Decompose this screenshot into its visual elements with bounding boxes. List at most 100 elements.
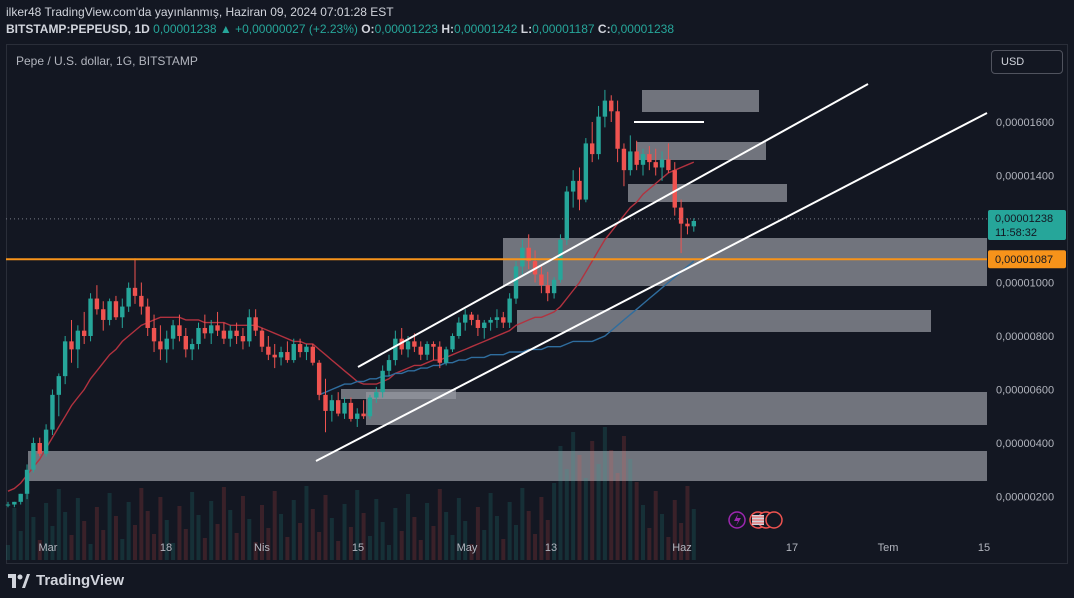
candle-body [355, 413, 360, 419]
candle [158, 325, 163, 361]
candle-body [297, 344, 303, 353]
candle-body [107, 301, 112, 320]
candle [653, 148, 658, 176]
chart-header: ilker48 TradingView.com'da yayınlanmış, … [0, 0, 1074, 44]
series-legend[interactable]: Pepe / U.S. dollar, 1G, BITSTAMP [16, 54, 198, 68]
candle [37, 437, 42, 457]
candle-body [501, 317, 506, 323]
candle-body [482, 322, 487, 328]
volume-bar [215, 524, 220, 560]
candle-body [291, 344, 296, 361]
candle-body [336, 400, 341, 414]
candle-body [12, 501, 17, 505]
candle-body [189, 344, 195, 350]
lightning-icon-glyph [734, 514, 741, 526]
candle-body [659, 159, 665, 168]
candle [424, 341, 430, 361]
volume-bar [609, 450, 614, 560]
candle-body [94, 298, 100, 310]
volume-bar [380, 522, 385, 560]
volume-bar [374, 499, 379, 560]
candle-body [672, 170, 677, 208]
candle [418, 341, 423, 361]
currency-button[interactable]: USD [991, 50, 1063, 74]
candle [209, 319, 214, 345]
open-value: 0,00001223 [374, 22, 438, 36]
x-axis-tick-label: 15 [978, 542, 990, 554]
candle [164, 330, 169, 363]
volume-bar [145, 511, 150, 560]
candle-body [24, 469, 30, 494]
price-zone [642, 90, 759, 112]
volume-bar [494, 516, 499, 560]
volume-bar [641, 505, 645, 560]
volume-bar [387, 545, 391, 560]
volume-bar [6, 545, 10, 560]
zone-layer [28, 90, 987, 481]
volume-bar [107, 493, 112, 560]
candle [107, 298, 112, 326]
volume-bar [501, 539, 506, 560]
horizontal-level-label: 0,00001087 [995, 254, 1053, 266]
volume-bar [272, 491, 277, 560]
high-label: H: [441, 22, 454, 36]
candle-body [151, 327, 157, 342]
volume-bar [691, 509, 696, 560]
candle [285, 341, 290, 363]
candle [361, 400, 366, 419]
volume-bar [285, 537, 290, 560]
volume-bar [120, 539, 125, 560]
candle [12, 501, 17, 508]
candle [228, 325, 233, 347]
y-axis-tick-label: 0,00001000 [996, 278, 1054, 290]
candle-body [215, 325, 220, 331]
candle-body [412, 341, 417, 347]
x-axis-tick-label: Nis [254, 542, 270, 554]
candle-body [520, 247, 525, 267]
candle-body [393, 338, 398, 361]
candle [488, 317, 493, 331]
channel-upper-line [357, 83, 869, 368]
candle-body [602, 100, 608, 117]
volume-bar [12, 508, 17, 560]
candle [431, 341, 436, 361]
volume-bar [37, 540, 42, 560]
high-value: 0,00001242 [453, 22, 518, 36]
candle-body [126, 287, 131, 307]
volume-bar [44, 503, 49, 560]
tradingview-logo[interactable]: TradingView [8, 572, 124, 589]
candle [443, 346, 449, 366]
candle-body [132, 287, 138, 296]
candle [94, 285, 100, 315]
volume-bar [82, 521, 87, 560]
candle-body [247, 317, 252, 342]
footer: TradingView [0, 564, 1074, 598]
chart-frame [6, 44, 1068, 564]
y-axis-tick-label: 0,00001600 [996, 117, 1054, 129]
candle-body [494, 317, 500, 320]
candle [75, 325, 81, 369]
volume-bar [526, 511, 531, 560]
candle-body [380, 370, 385, 393]
price-zone [28, 451, 987, 481]
volume-bar [25, 494, 30, 560]
candle [501, 311, 506, 328]
candle-body [551, 279, 557, 294]
candle-body [310, 346, 315, 363]
candle [278, 346, 284, 366]
candle-body [69, 341, 74, 350]
candle-body [272, 354, 277, 358]
close-label: C: [597, 22, 611, 36]
volume-bar [221, 487, 226, 560]
candle-body [399, 338, 404, 350]
candle [145, 298, 150, 336]
volume-bar [50, 526, 55, 560]
volume-bar [310, 509, 315, 560]
candle [374, 386, 379, 403]
volume-bar [533, 534, 538, 560]
price-zone [517, 310, 931, 332]
volume-bar [475, 507, 480, 560]
candle [386, 354, 392, 377]
candle-body [209, 325, 214, 334]
